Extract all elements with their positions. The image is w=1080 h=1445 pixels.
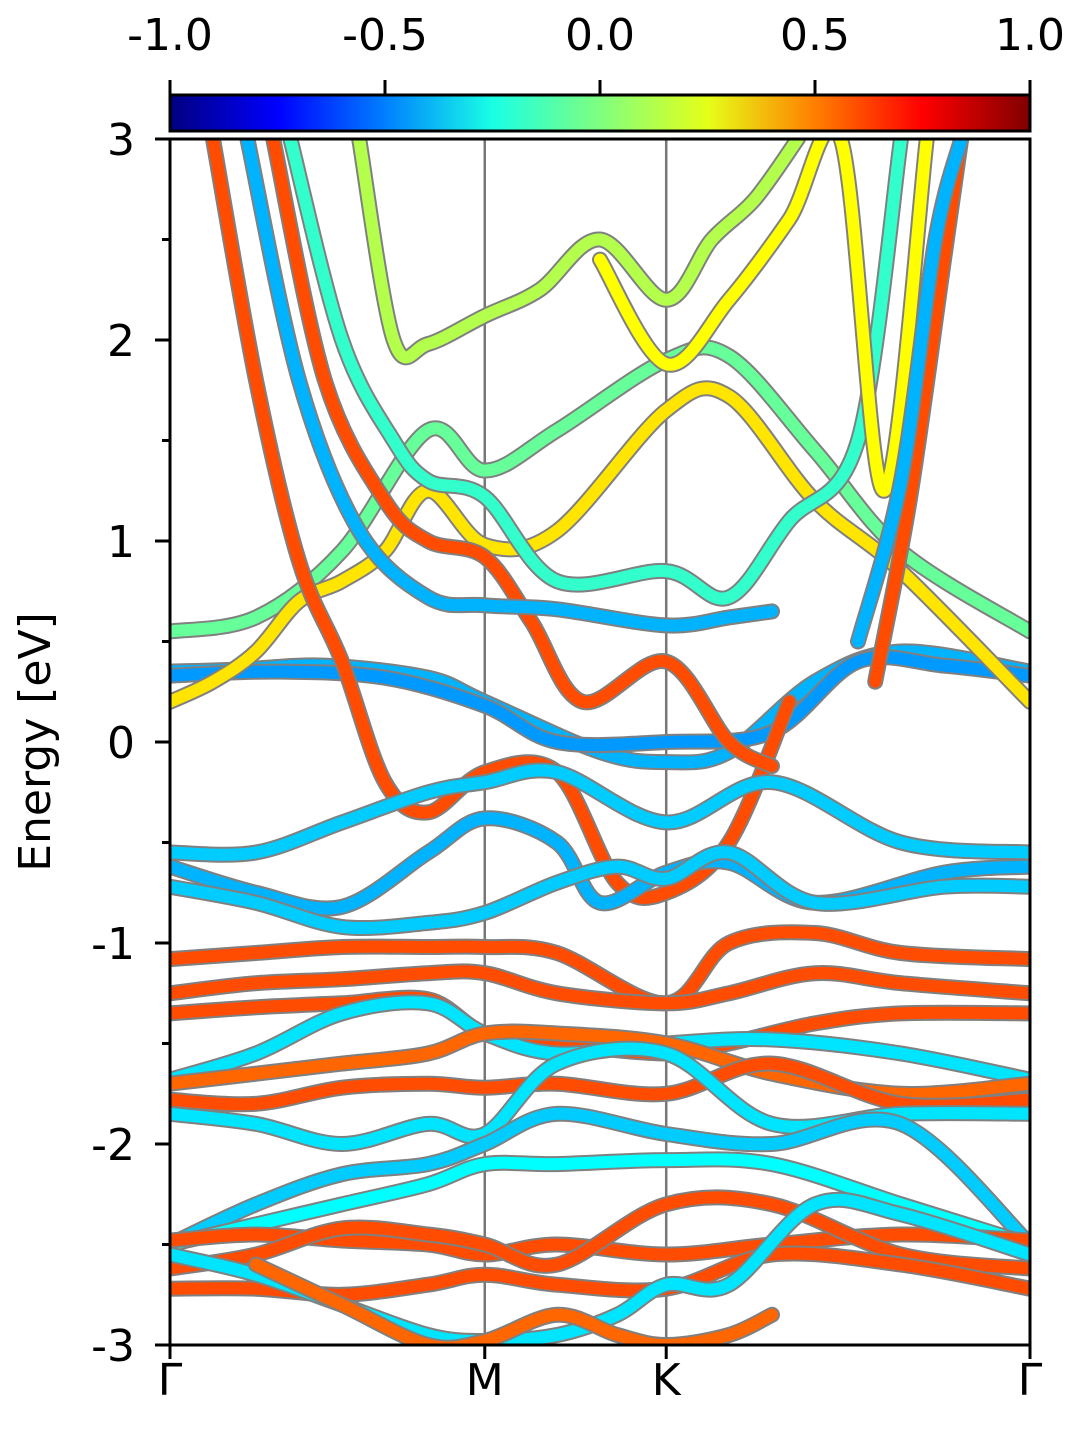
band-1 [170,341,1030,638]
band-8 [284,139,907,605]
kpoint-label: M [466,1355,504,1406]
band-9 [353,139,804,364]
y-tick-label: 2 [107,316,135,367]
band-17 [170,965,1030,1010]
band-24 [170,1153,1030,1251]
y-tick-label: -1 [91,919,135,970]
y-axis-label: Energy [eV] [10,612,61,872]
colorbar: -1.0 -0.5 0.0 0.5 1.0 [127,10,1065,133]
band-outline-8 [282,139,909,607]
y-tick-label: 3 [107,115,135,166]
colorbar-tick-label: 0.0 [565,10,635,61]
band-29 [250,1258,778,1345]
band-16 [170,926,1030,1010]
colorbar-tick-label: -0.5 [342,10,428,61]
colorbar-tick-label: -1.0 [127,10,213,61]
y-tick-label: 1 [107,517,135,568]
band-19 [170,996,1030,1086]
colorbar-gradient [168,93,1032,133]
y-tick-label: -2 [91,1120,135,1171]
y-tick-label: 0 [107,718,135,769]
energy-bands [170,139,1030,1345]
band-15 [170,846,1030,935]
band-6 [267,139,778,773]
band-21 [170,1057,1030,1112]
band-23 [170,1107,1030,1251]
kpoint-label: K [652,1355,682,1406]
band-18 [170,991,1030,1060]
kpoint-label: Γ [1018,1355,1043,1406]
colorbar-tick-label: 1.0 [995,10,1065,61]
kpoint-label: Γ [158,1355,183,1406]
band-12 [852,139,968,648]
band-4 [170,382,1030,708]
band-13 [170,764,1030,861]
colorbar-ticks: -1.0 -0.5 0.0 0.5 1.0 [127,10,1065,95]
band-10 [594,139,933,497]
y-axis: 3 2 1 0 -1 -2 -3 [91,115,170,1372]
band-3 [170,651,1030,752]
band-5 [207,139,796,904]
band-7 [241,139,778,632]
colorbar-tick-label: 0.5 [780,10,850,61]
y-tick-label: -3 [91,1321,135,1372]
band-26 [170,1191,1030,1275]
